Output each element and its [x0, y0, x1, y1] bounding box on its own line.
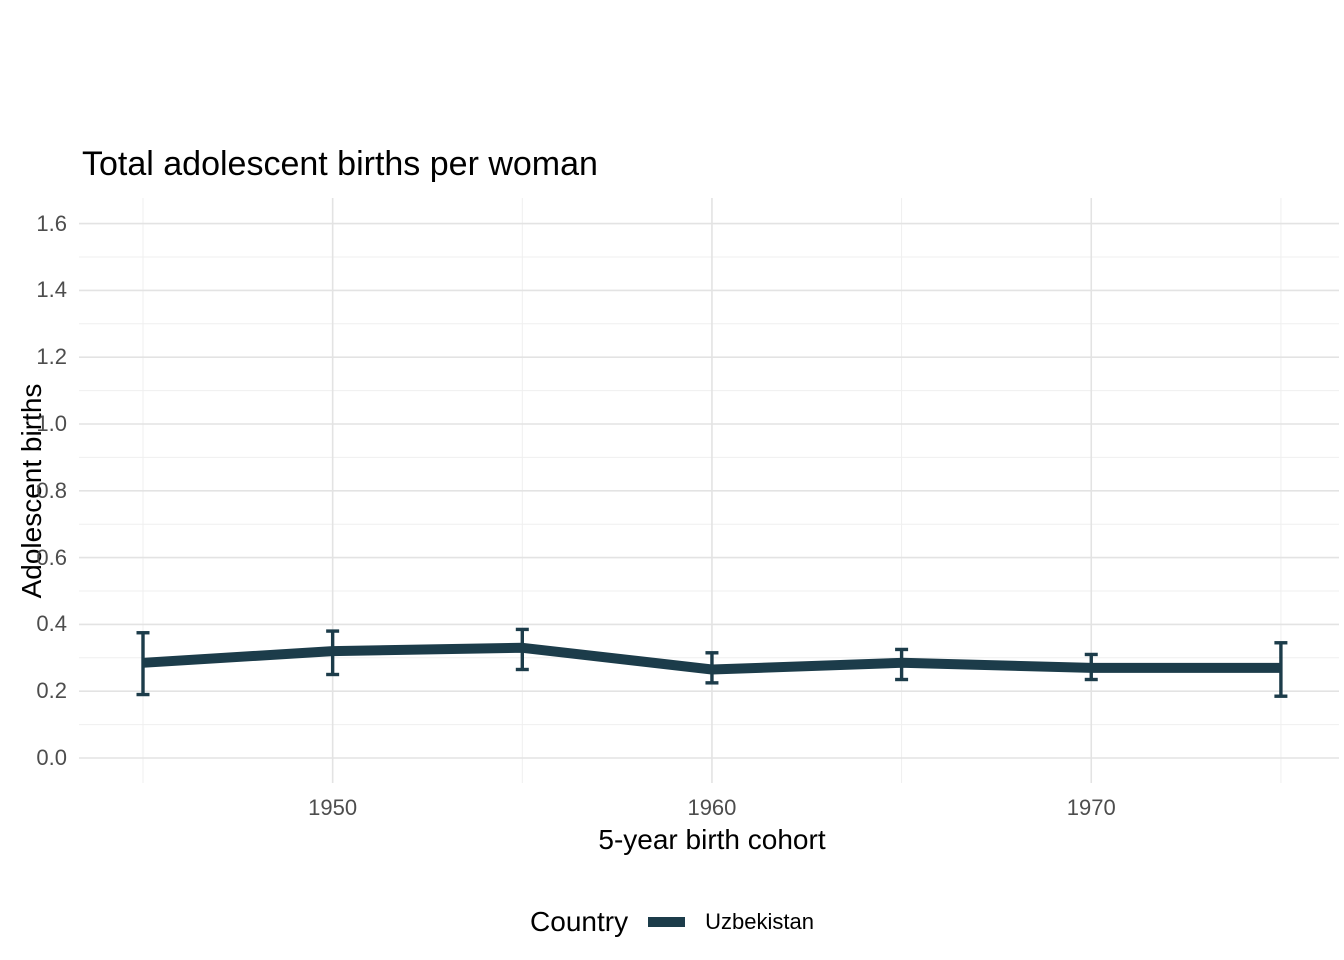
legend-line-swatch — [648, 917, 686, 927]
x-tick-label: 1960 — [687, 795, 737, 820]
y-tick-label: 0.4 — [36, 611, 67, 637]
legend-item-label: Uzbekistan — [705, 909, 814, 934]
plot-title: Total adolescent births per woman — [82, 145, 598, 183]
y-tick-label: 0.2 — [36, 678, 67, 704]
y-tick-label: 0.0 — [36, 745, 67, 770]
y-tick-label: 1.2 — [36, 344, 67, 370]
x-tick-label: 1950 — [308, 795, 358, 820]
legend: Country Uzbekistan — [0, 900, 1344, 944]
y-tick-label: 0.8 — [36, 477, 67, 503]
y-tick-label: 1.4 — [36, 277, 67, 303]
y-tick-label: 0.6 — [36, 544, 67, 570]
y-tick-label: 1.0 — [36, 411, 67, 436]
legend-title: Country — [530, 906, 629, 937]
series-line-uzbekistan — [142, 642, 1281, 675]
x-axis-title: 5-year birth cohort — [598, 824, 826, 855]
y-tick-label: 1.6 — [36, 210, 67, 236]
x-tick-label: 1970 — [1066, 795, 1116, 820]
